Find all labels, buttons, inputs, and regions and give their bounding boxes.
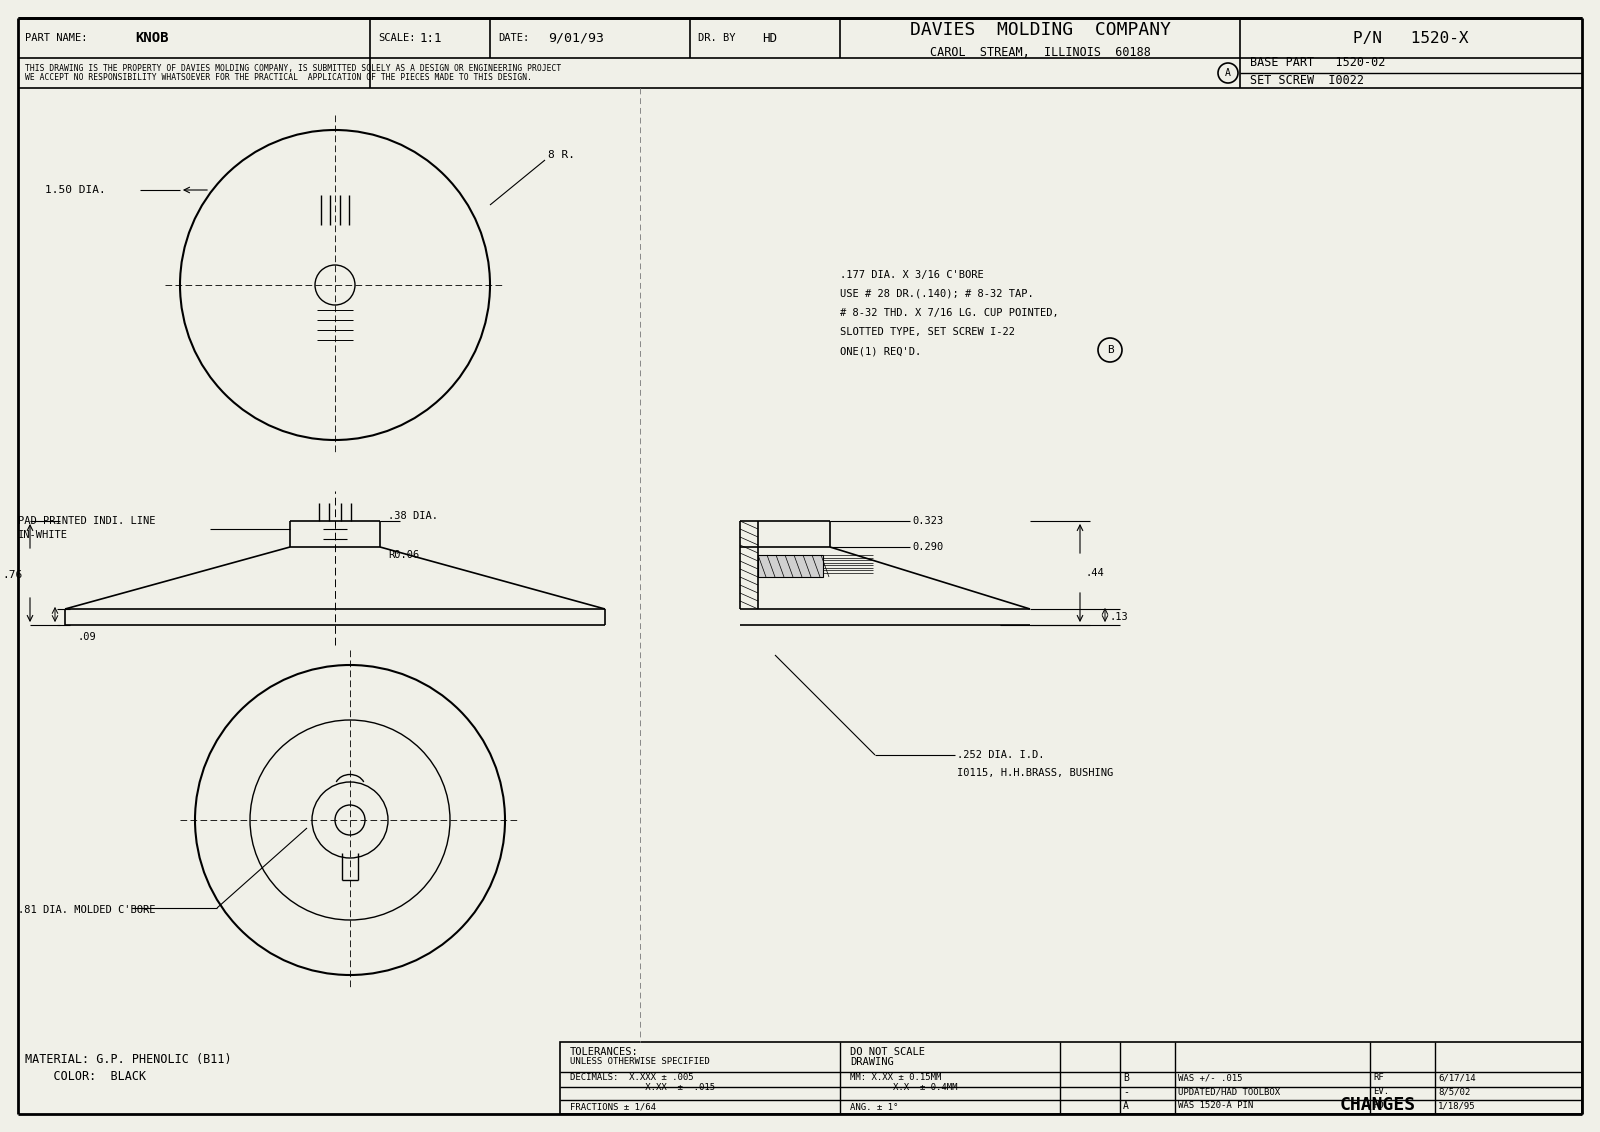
Text: 0.323: 0.323 [912, 516, 944, 526]
Text: DATE:: DATE: [498, 33, 530, 43]
Bar [758, 555, 822, 577]
Text: P/N   1520-X: P/N 1520-X [1354, 31, 1469, 45]
Text: ONE(1) REQ'D.: ONE(1) REQ'D. [840, 346, 922, 355]
Text: SET SCREW  I0022: SET SCREW I0022 [1250, 75, 1363, 87]
Text: -: - [1123, 1087, 1130, 1097]
Text: .76: .76 [2, 571, 22, 580]
Text: MM: X.XX ± 0.15MM: MM: X.XX ± 0.15MM [850, 1073, 941, 1082]
Text: 8/5/02: 8/5/02 [1438, 1088, 1470, 1097]
Text: .13: .13 [1110, 612, 1128, 621]
Text: MATERIAL: G.P. PHENOLIC (B11): MATERIAL: G.P. PHENOLIC (B11) [26, 1054, 232, 1066]
Text: PART NAME:: PART NAME: [26, 33, 88, 43]
Text: .252 DIA. I.D.: .252 DIA. I.D. [957, 751, 1045, 760]
Text: FRACTIONS ± 1/64: FRACTIONS ± 1/64 [570, 1103, 656, 1112]
Text: UPDATED/HAD TOOLBOX: UPDATED/HAD TOOLBOX [1178, 1088, 1280, 1097]
Text: X.X  ± 0.4MM: X.X ± 0.4MM [850, 1083, 957, 1092]
Text: COLOR:  BLACK: COLOR: BLACK [26, 1070, 146, 1082]
Text: THIS DRAWING IS THE PROPERTY OF DAVIES MOLDING COMPANY, IS SUBMITTED SOLELY AS A: THIS DRAWING IS THE PROPERTY OF DAVIES M… [26, 63, 562, 72]
Text: UNLESS OTHERWISE SPECIFIED: UNLESS OTHERWISE SPECIFIED [570, 1057, 710, 1066]
Text: DRAWING: DRAWING [850, 1057, 894, 1067]
Text: WE ACCEPT NO RESPONSIBILITY WHATSOEVER FOR THE PRACTICAL  APPLICATION OF THE PIE: WE ACCEPT NO RESPONSIBILITY WHATSOEVER F… [26, 74, 531, 83]
Text: .44: .44 [1085, 568, 1104, 578]
Text: B: B [1107, 345, 1114, 355]
Text: CAROL  STREAM,  ILLINOIS  60188: CAROL STREAM, ILLINOIS 60188 [930, 45, 1150, 59]
Text: DO NOT SCALE: DO NOT SCALE [850, 1047, 925, 1057]
Text: CHANGES: CHANGES [1339, 1096, 1416, 1114]
Text: WAS 1520-A PIN: WAS 1520-A PIN [1178, 1101, 1253, 1110]
Text: WAS +/- .015: WAS +/- .015 [1178, 1073, 1243, 1082]
Text: 1:1: 1:1 [419, 32, 443, 44]
Text: .81 DIA. MOLDED C'BORE: .81 DIA. MOLDED C'BORE [18, 904, 155, 915]
Text: KNOB: KNOB [134, 31, 168, 45]
Text: DR. BY: DR. BY [698, 33, 736, 43]
Text: 0.290: 0.290 [912, 542, 944, 552]
Text: .09: .09 [77, 632, 96, 642]
Text: 9/01/93: 9/01/93 [547, 32, 605, 44]
Text: .38 DIA.: .38 DIA. [387, 511, 438, 521]
Text: B: B [1123, 1073, 1130, 1083]
Text: A: A [1226, 68, 1230, 78]
Text: SCALE:: SCALE: [378, 33, 416, 43]
Text: .177 DIA. X 3/16 C'BORE: .177 DIA. X 3/16 C'BORE [840, 271, 984, 280]
Bar [560, 1041, 1582, 1114]
Text: SLOTTED TYPE, SET SCREW I-22: SLOTTED TYPE, SET SCREW I-22 [840, 327, 1014, 337]
Text: DAVIES  MOLDING  COMPANY: DAVIES MOLDING COMPANY [909, 22, 1171, 38]
Text: HD: HD [1373, 1101, 1384, 1110]
Text: BASE PART   1520-02: BASE PART 1520-02 [1250, 57, 1386, 69]
Text: 6/17/14: 6/17/14 [1438, 1073, 1475, 1082]
Text: # 8-32 THD. X 7/16 LG. CUP POINTED,: # 8-32 THD. X 7/16 LG. CUP POINTED, [840, 308, 1059, 318]
Text: IN-WHITE: IN-WHITE [18, 530, 67, 540]
Text: RF: RF [1373, 1073, 1384, 1082]
Text: HD: HD [762, 32, 778, 44]
Text: EV.: EV. [1373, 1088, 1389, 1097]
Text: TOLERANCES:: TOLERANCES: [570, 1047, 638, 1057]
Text: 1.50 DIA.: 1.50 DIA. [45, 185, 106, 195]
Text: PAD PRINTED INDI. LINE: PAD PRINTED INDI. LINE [18, 516, 155, 526]
Text: R0.06: R0.06 [387, 550, 419, 560]
Text: DECIMALS:  X.XXX ± .005: DECIMALS: X.XXX ± .005 [570, 1073, 694, 1082]
Text: A: A [1123, 1101, 1130, 1110]
Text: USE # 28 DR.(.140); # 8-32 TAP.: USE # 28 DR.(.140); # 8-32 TAP. [840, 289, 1034, 299]
Text: I0115, H.H.BRASS, BUSHING: I0115, H.H.BRASS, BUSHING [957, 767, 1114, 778]
Text: X.XX  ±  .015: X.XX ± .015 [570, 1083, 715, 1092]
Text: 1/18/95: 1/18/95 [1438, 1101, 1475, 1110]
Text: 8 R.: 8 R. [547, 151, 574, 160]
Text: ANG. ± 1°: ANG. ± 1° [850, 1103, 898, 1112]
